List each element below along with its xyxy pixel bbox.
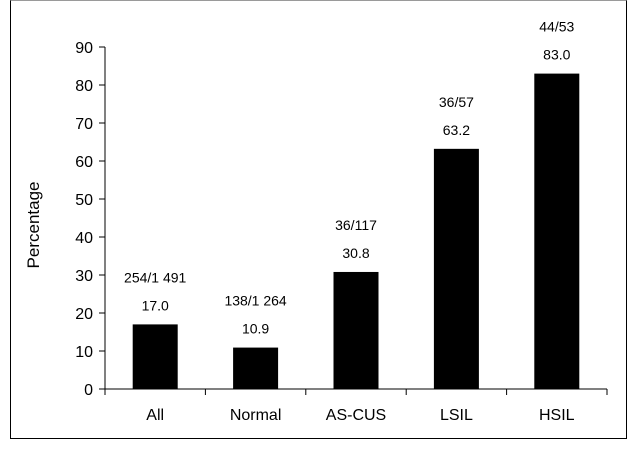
y-tick-label: 50	[75, 192, 93, 209]
y-tick-label: 70	[75, 116, 93, 133]
y-tick-label: 40	[75, 230, 93, 247]
data-label-ratio: 138/1 264	[224, 293, 286, 309]
y-axis: 0 10 20 30 40 50 60 70 80 90	[75, 40, 106, 399]
bar-chart: 0 10 20 30 40 50 60 70 80 90 All Normal AS-CUS LSIL H…	[24, 19, 608, 424]
bar	[132, 324, 178, 389]
data-label-percent: 10.9	[242, 321, 269, 337]
data-label-ratio: 36/57	[439, 94, 474, 110]
y-tick-label: 90	[75, 40, 93, 57]
data-label-ratio: 254/1 491	[124, 269, 186, 285]
y-tick-label: 30	[75, 268, 93, 285]
x-tick-label: HSIL	[539, 407, 575, 424]
chart-frame: 0 10 20 30 40 50 60 70 80 90 All Normal AS-CUS LSIL H…	[10, 0, 627, 439]
x-axis: All Normal AS-CUS LSIL HSIL	[104, 388, 608, 424]
data-label-ratio: 44/53	[539, 19, 574, 35]
y-tick-label: 20	[75, 306, 93, 323]
y-tick-label: 10	[75, 344, 93, 361]
x-tick-label: Normal	[230, 407, 282, 424]
x-tick-label: LSIL	[440, 407, 473, 424]
y-tick-label: 0	[84, 382, 93, 399]
bar	[534, 73, 580, 389]
x-tick-label: AS-CUS	[326, 407, 386, 424]
data-label-percent: 83.0	[543, 47, 570, 63]
data-label-percent: 17.0	[142, 297, 169, 313]
data-label-percent: 63.2	[443, 122, 470, 138]
bar	[433, 148, 479, 389]
data-label-percent: 30.8	[342, 245, 369, 261]
data-labels: 254/1 491 17.0 138/1 264 10.9 36/117 30.8 36/5…	[124, 19, 574, 337]
y-tick-label: 60	[75, 154, 93, 171]
bars	[132, 73, 580, 389]
bar	[233, 347, 279, 389]
data-label-ratio: 36/117	[335, 217, 377, 233]
bar	[333, 271, 379, 389]
y-axis-label: Percentage	[24, 182, 43, 269]
y-tick-label: 80	[75, 78, 93, 95]
x-tick-label: All	[146, 407, 164, 424]
